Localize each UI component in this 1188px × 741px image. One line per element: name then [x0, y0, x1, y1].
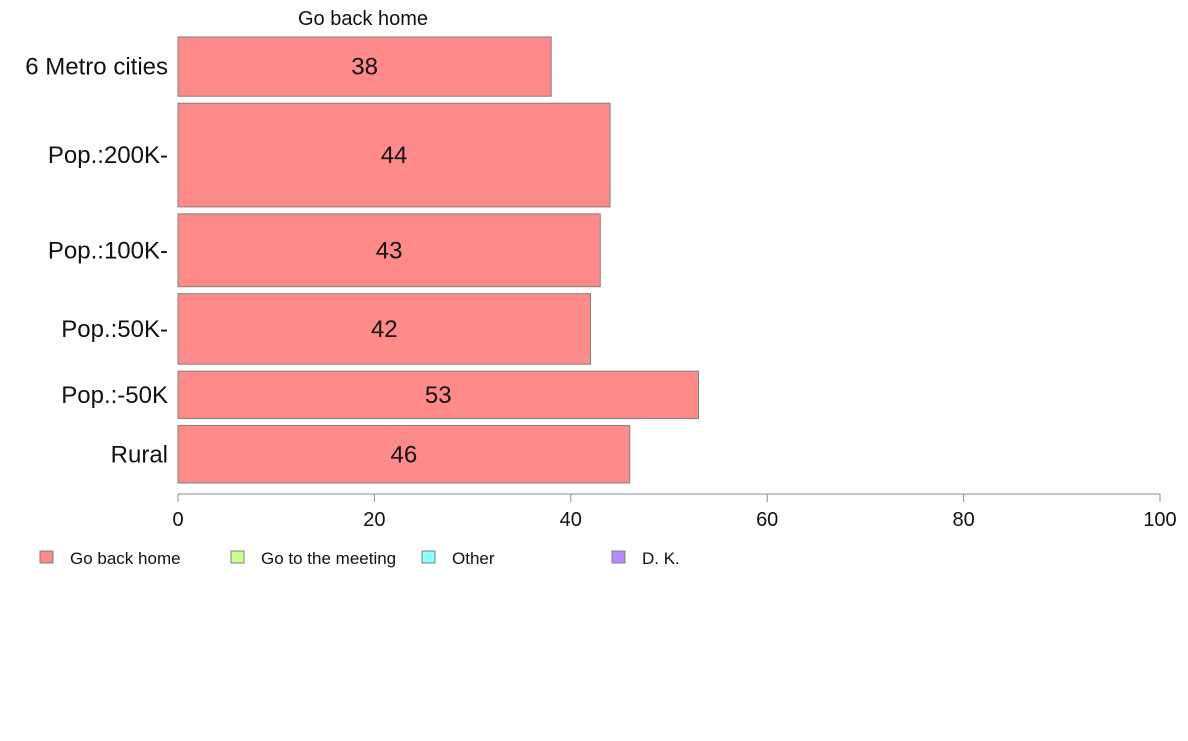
- legend-label: D. K.: [642, 549, 680, 568]
- category-label: Pop.:100K-: [48, 237, 168, 264]
- x-tick-label: 60: [756, 509, 778, 531]
- x-axis: 0 20 40 60 80 100: [172, 493, 1177, 531]
- category-label: 6 Metro cities: [25, 54, 168, 81]
- x-tick-label: 40: [560, 509, 582, 531]
- bar-value-label: 44: [381, 142, 408, 169]
- legend: Go back home Go to the meeting Other D. K.: [39, 549, 680, 568]
- bar: [177, 425, 631, 484]
- x-tick-label: 100: [1143, 509, 1176, 531]
- bar: [177, 370, 699, 420]
- bar-value-label: 46: [391, 441, 418, 468]
- x-tick-label: 0: [172, 509, 183, 531]
- x-tick-label: 20: [363, 509, 385, 531]
- bar: [177, 213, 601, 288]
- bar-value-label: 43: [376, 237, 403, 264]
- bar-value-label: 42: [371, 316, 398, 343]
- legend-label: Go to the meeting: [261, 549, 396, 568]
- bar-value-label: 53: [425, 382, 452, 409]
- legend-label: Other: [452, 549, 495, 568]
- legend-swatch: [611, 550, 626, 564]
- legend-swatch: [421, 550, 436, 564]
- bar: [177, 293, 591, 365]
- bar: [177, 36, 552, 97]
- legend-label: Go back home: [70, 549, 181, 568]
- bar: [177, 102, 611, 208]
- bar-value-label: 38: [351, 54, 378, 81]
- chart-title: Go back home: [298, 8, 428, 30]
- x-tick-label: 80: [952, 509, 974, 531]
- category-label: Pop.:200K-: [48, 142, 168, 169]
- category-label: Pop.:-50K: [61, 382, 168, 409]
- legend-swatch: [230, 550, 245, 564]
- category-label: Pop.:50K-: [61, 316, 168, 343]
- bars-layer: 38 6 Metro cities 44 Pop.:200K- 43 Pop.:100K-…: [25, 36, 699, 484]
- legend-swatch: [39, 550, 54, 564]
- category-label: Rural: [111, 441, 168, 468]
